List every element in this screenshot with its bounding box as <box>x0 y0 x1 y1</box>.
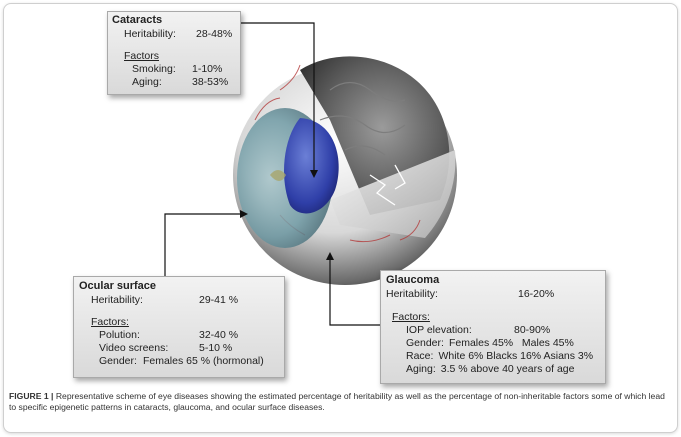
ocular-factor-label: Polution: <box>99 329 140 341</box>
ocular-surface-title: Ocular surface <box>79 280 157 292</box>
glaucoma-box: Glaucoma Heritability: 16-20% Factors: I… <box>380 270 606 384</box>
ocular-connector <box>164 213 244 276</box>
figure-label: FIGURE 1 | <box>9 391 54 401</box>
ocular-factor-value: 32-40 % <box>199 329 239 341</box>
glaucoma-factor-value: 80-90% <box>514 324 551 336</box>
glaucoma-heritability-value: 16-20% <box>518 288 555 300</box>
figure-caption: FIGURE 1 | Representative scheme of eye … <box>9 391 669 413</box>
ocular-factor-label: Video screens: <box>99 342 169 354</box>
cut-surface <box>330 150 456 238</box>
glaucoma-factor-label: Race: <box>406 350 434 362</box>
figure-caption-text: Representative scheme of eye diseases sh… <box>9 391 665 412</box>
cataracts-heritability-value: 28-48% <box>196 28 233 40</box>
lens-shape <box>284 118 339 214</box>
cataracts-box: Cataracts Heritability: 28-48% Factors S… <box>107 11 241 95</box>
glaucoma-factor-value: Females 45% Males 45% <box>448 337 574 349</box>
ocular-surface-box: Ocular surface Heritability: 29-41 % Fac… <box>73 276 285 378</box>
cataracts-factor-value: 38-53% <box>192 76 229 88</box>
glaucoma-title: Glaucoma <box>386 274 440 286</box>
cataracts-connector <box>231 22 315 175</box>
ocular-factor-value: Females 65 % (hormonal) <box>142 355 264 367</box>
cataracts-factor-label: Aging: <box>132 76 162 88</box>
glaucoma-factor-value: White 6% Blacks 16% Asians 3% <box>438 350 594 362</box>
ocular-heritability-value: 29-41 % <box>199 294 239 306</box>
ocular-factor-value: 5-10 % <box>199 342 233 354</box>
cataracts-factor-label: Smoking: <box>132 63 176 75</box>
glaucoma-factors-label: Factors: <box>392 311 430 323</box>
cataracts-factor-value: 1-10% <box>192 63 223 75</box>
ocular-heritability-label: Heritability: <box>91 294 143 306</box>
glaucoma-factor-label: Aging: <box>406 363 436 375</box>
ocular-factor-label: Gender: <box>99 355 137 367</box>
glaucoma-connector <box>329 255 380 326</box>
glaucoma-factor-value: 3.5 % above 40 years of age <box>440 363 575 375</box>
glaucoma-factor-label: IOP elevation: <box>406 324 472 336</box>
cataracts-factors-label: Factors <box>124 50 160 62</box>
glaucoma-heritability-label: Heritability: <box>386 288 438 300</box>
cataracts-title: Cataracts <box>112 14 163 26</box>
cataracts-heritability-label: Heritability: <box>124 28 176 40</box>
glaucoma-factor-label: Gender: <box>406 337 444 349</box>
ocular-factors-label: Factors: <box>91 316 129 328</box>
